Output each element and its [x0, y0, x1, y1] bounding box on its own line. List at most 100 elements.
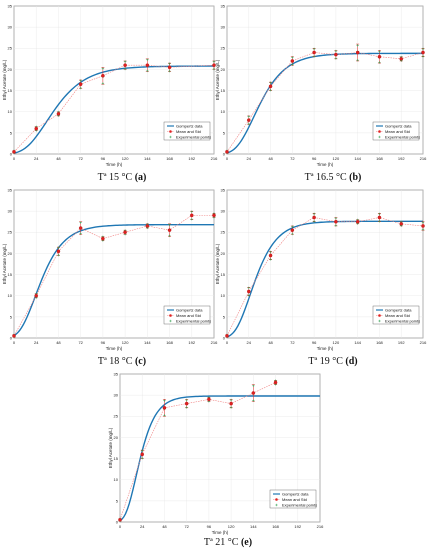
y-tick-label: 25 [221, 46, 226, 51]
chart-panel-d: 0 24 48 72 96 120 144 168 192 216 0 5 10 15 20 25 30 35 Ti… [215, 187, 427, 367]
x-tick-label: 48 [268, 156, 273, 161]
x-tick-label: 24 [247, 340, 252, 345]
mean-marker [207, 397, 211, 402]
x-tick-label: 24 [34, 340, 39, 345]
y-tick-label: 15 [8, 88, 13, 93]
x-tick-label: 0 [226, 340, 229, 345]
x-tick-label: 0 [13, 156, 16, 161]
x-tick-label: 144 [354, 156, 361, 161]
legend-label: Mean and Std [176, 313, 201, 318]
y-tick-label: 0 [223, 151, 226, 156]
y-tick-label: 20 [221, 67, 226, 72]
y-tick-label: 10 [221, 293, 226, 298]
mean-marker [78, 82, 83, 86]
legend-label: Experimental points [385, 318, 420, 323]
legend-box [372, 121, 420, 141]
x-tick-label: 192 [188, 156, 195, 161]
mean-marker [273, 380, 278, 385]
legend-label: Experimental points [282, 502, 317, 507]
legend-swatch-mean [378, 130, 381, 133]
y-tick-label: 20 [8, 67, 13, 72]
x-tick-label: 24 [140, 524, 145, 529]
legend-label: Gompertz data [282, 491, 309, 496]
legend-label: Mean and Std [385, 313, 410, 318]
mean-marker [167, 228, 172, 232]
mean-marker [399, 57, 403, 61]
y-tick-label: 15 [8, 272, 13, 277]
mean-marker [312, 215, 316, 220]
caption-text: Tª 21 °C [204, 537, 241, 548]
gompertz-curve [226, 220, 423, 338]
x-tick-label: 144 [250, 524, 257, 529]
mean-marker [12, 334, 16, 338]
mean-marker [212, 213, 216, 218]
x-tick-label: 24 [34, 156, 39, 161]
panel-caption: Tª 18 °C (c) [98, 356, 146, 367]
y-tick-label: 5 [10, 130, 13, 135]
y-tick-label: 25 [8, 46, 13, 51]
legend-label: Gompertz data [176, 123, 203, 128]
y-tick-label: 30 [114, 393, 119, 398]
y-tick-label: 35 [8, 3, 13, 8]
mean-marker [145, 63, 150, 67]
y-tick-label: 15 [114, 456, 119, 461]
legend-box [269, 489, 317, 509]
mean-marker [167, 65, 172, 70]
mean-marker [251, 391, 256, 395]
mean-marker [101, 236, 105, 241]
mean-marker [34, 293, 38, 298]
mean-marker [334, 52, 338, 57]
panel-caption: Tª 15 °C (a) [98, 172, 147, 183]
y-tick-label: 35 [114, 371, 119, 376]
legend-label: Experimental points [176, 134, 211, 139]
y-tick-label: 5 [116, 498, 119, 503]
x-tick-label: 48 [162, 524, 167, 529]
x-tick-label: 120 [333, 156, 340, 161]
caption-text: Tª 18 °C [98, 356, 135, 367]
x-tick-label: 0 [119, 524, 122, 529]
mean-marker [399, 222, 403, 226]
x-tick-label: 192 [188, 340, 195, 345]
y-tick-label: 30 [221, 209, 226, 214]
mean-line [226, 52, 424, 153]
x-tick-label: 96 [207, 524, 212, 529]
y-tick-label: 35 [8, 187, 13, 192]
mean-line [13, 215, 214, 337]
y-tick-label: 10 [221, 109, 226, 114]
mean-marker [212, 63, 216, 67]
legend-box [372, 305, 420, 325]
mean-marker [190, 213, 194, 218]
x-tick-label: 72 [184, 524, 189, 529]
mean-marker [229, 401, 233, 406]
legend-label: Experimental points [176, 318, 211, 323]
mean-marker [56, 112, 61, 116]
mean-marker [355, 50, 360, 55]
y-tick-label: 5 [10, 314, 13, 319]
caption-letter: (d) [345, 356, 357, 367]
x-tick-label: 72 [290, 156, 295, 161]
x-tick-label: 72 [78, 156, 83, 161]
y-axis-label: Ethyl Acetate (mg/L) [215, 59, 220, 100]
caption-text: Tª 19 °C [308, 356, 345, 367]
mean-marker [334, 219, 338, 224]
x-axis-label: Time (h) [106, 346, 123, 351]
x-tick-label: 192 [294, 524, 301, 529]
mean-marker [355, 219, 360, 224]
chart-panel-c: 0 24 48 72 96 120 144 168 192 216 0 5 10 15 20 25 30 35 Ti… [2, 187, 218, 367]
y-tick-label: 0 [10, 151, 13, 156]
x-tick-label: 216 [317, 524, 324, 529]
x-axis-label: Time (h) [212, 530, 229, 535]
y-tick-label: 35 [221, 3, 226, 8]
gompertz-curve [226, 52, 423, 154]
legend-swatch-mean [169, 130, 172, 133]
legend-label: Mean and Std [176, 129, 201, 134]
y-tick-label: 0 [223, 335, 226, 340]
legend-box [163, 305, 211, 325]
y-axis-label: Ethyl Acetate (mg/L) [108, 427, 113, 468]
legend-swatch-mean [378, 314, 381, 317]
chart-panel-b: 0 24 48 72 96 120 144 168 192 216 0 5 10 15 20 25 30 35 Ti… [215, 3, 427, 183]
legend-swatch-mean [275, 498, 278, 501]
gompertz-curve [13, 65, 215, 154]
